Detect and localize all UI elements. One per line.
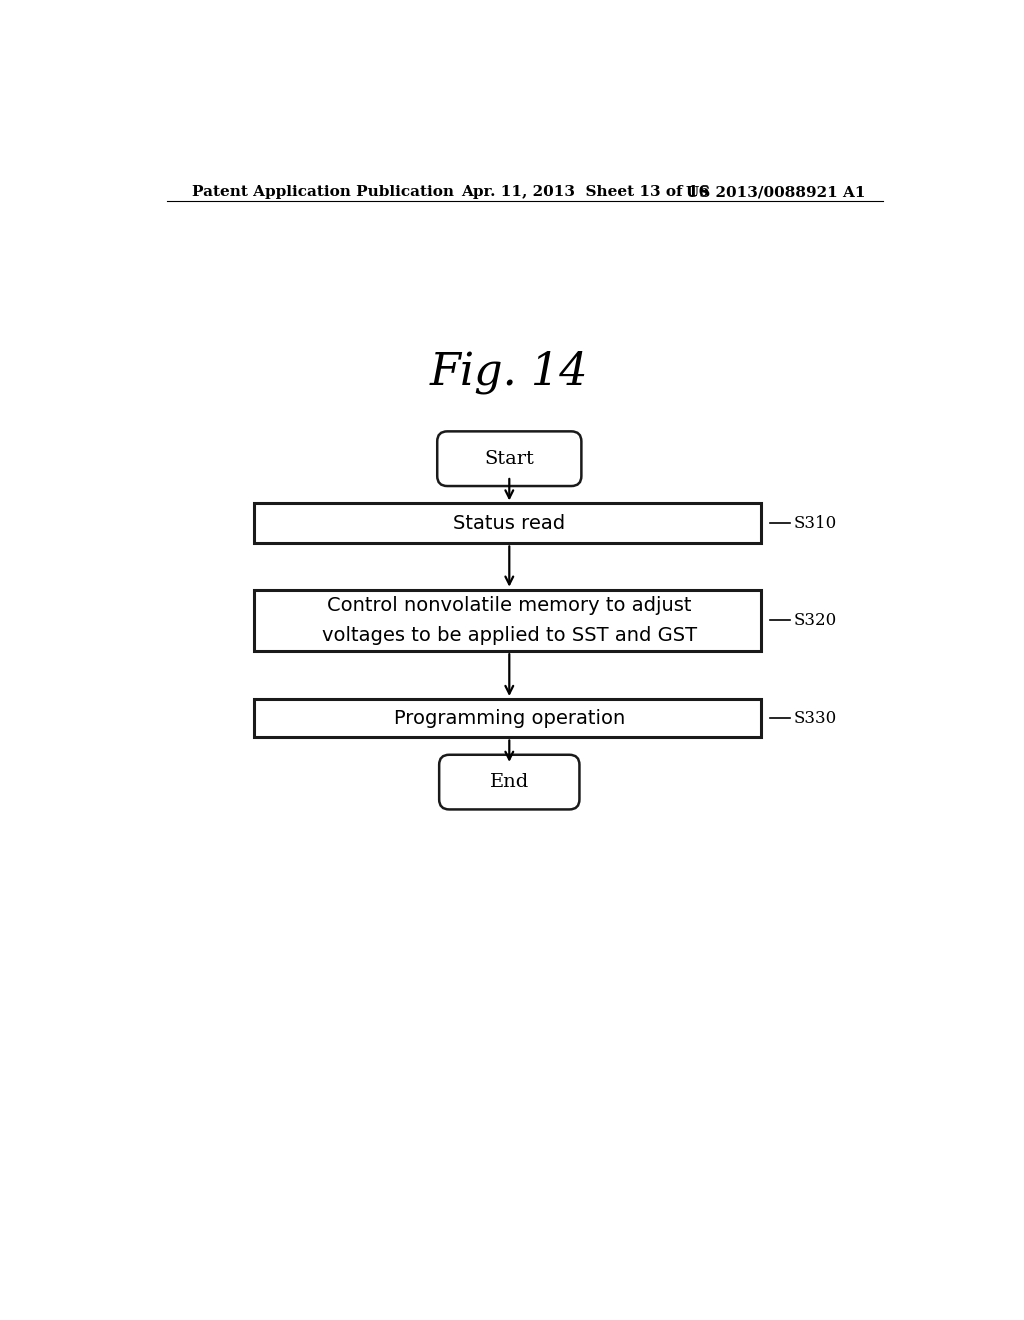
FancyBboxPatch shape — [437, 432, 582, 486]
Text: S320: S320 — [794, 612, 837, 628]
Text: Status read: Status read — [454, 513, 565, 533]
Text: Fig. 14: Fig. 14 — [430, 351, 589, 395]
Text: End: End — [489, 774, 529, 791]
Bar — [254, 590, 761, 651]
Text: S330: S330 — [794, 710, 837, 727]
Bar — [254, 700, 761, 738]
Text: Programming operation: Programming operation — [393, 709, 625, 727]
Text: Apr. 11, 2013  Sheet 13 of 16: Apr. 11, 2013 Sheet 13 of 16 — [461, 185, 710, 199]
Text: US 2013/0088921 A1: US 2013/0088921 A1 — [686, 185, 865, 199]
Bar — [254, 503, 761, 544]
Text: Start: Start — [484, 450, 535, 467]
Text: Control nonvolatile memory to adjust
voltages to be applied to SST and GST: Control nonvolatile memory to adjust vol… — [322, 597, 697, 644]
Text: S310: S310 — [794, 515, 837, 532]
Text: Patent Application Publication: Patent Application Publication — [191, 185, 454, 199]
FancyBboxPatch shape — [439, 755, 580, 809]
